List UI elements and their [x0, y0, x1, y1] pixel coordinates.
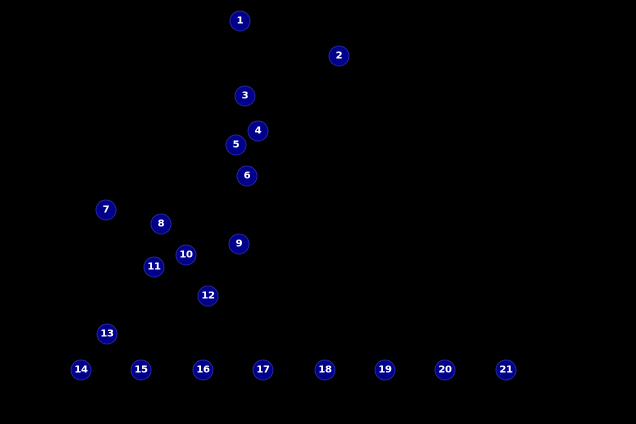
som-marker[interactable]: 12 [197, 285, 219, 307]
som-marker[interactable]: 2 [328, 45, 350, 67]
som-marker[interactable]: 6 [236, 165, 258, 187]
som-marker-label: 5 [232, 139, 240, 150]
som-marker[interactable]: 16 [192, 359, 214, 381]
som-marker[interactable]: 4 [247, 120, 269, 142]
som-marker[interactable]: 15 [130, 359, 152, 381]
som-marker-label: 19 [378, 364, 392, 375]
som-marker-label: 16 [196, 364, 210, 375]
som-marker[interactable]: 9 [228, 233, 250, 255]
som-marker[interactable]: 21 [495, 359, 517, 381]
som-marker[interactable]: 1 [229, 10, 251, 32]
som-marker-label: 8 [157, 218, 165, 229]
som-marker-label: 20 [438, 364, 452, 375]
som-marker[interactable]: 7 [95, 199, 117, 221]
som-marker[interactable]: 10 [175, 244, 197, 266]
som-marker[interactable]: 13 [96, 323, 118, 345]
som-marker-label: 17 [256, 364, 270, 375]
som-marker[interactable]: 19 [374, 359, 396, 381]
som-marker-label: 15 [134, 364, 148, 375]
som-marker-label: 11 [147, 261, 161, 272]
som-marker[interactable]: 20 [434, 359, 456, 381]
som-marker[interactable]: 11 [143, 256, 165, 278]
som-marker-label: 9 [235, 238, 243, 249]
som-marker[interactable]: 3 [234, 85, 256, 107]
som-marker-label: 10 [179, 249, 193, 260]
som-marker[interactable]: 8 [150, 213, 172, 235]
som-marker-label: 7 [102, 204, 110, 215]
som-marker-label: 18 [318, 364, 332, 375]
som-marker-label: 14 [74, 364, 88, 375]
som-marker-label: 1 [236, 15, 244, 26]
som-marker-label: 21 [499, 364, 513, 375]
som-marker-label: 4 [254, 125, 262, 136]
som-marker-label: 3 [241, 90, 249, 101]
som-marker[interactable]: 5 [225, 134, 247, 156]
som-marker-label: 2 [335, 50, 343, 61]
som-marker-label: 13 [100, 328, 114, 339]
som-marker[interactable]: 18 [314, 359, 336, 381]
som-marker[interactable]: 14 [70, 359, 92, 381]
som-marker[interactable]: 17 [252, 359, 274, 381]
som-marker-label: 12 [201, 290, 215, 301]
som-marker-label: 6 [243, 170, 251, 181]
